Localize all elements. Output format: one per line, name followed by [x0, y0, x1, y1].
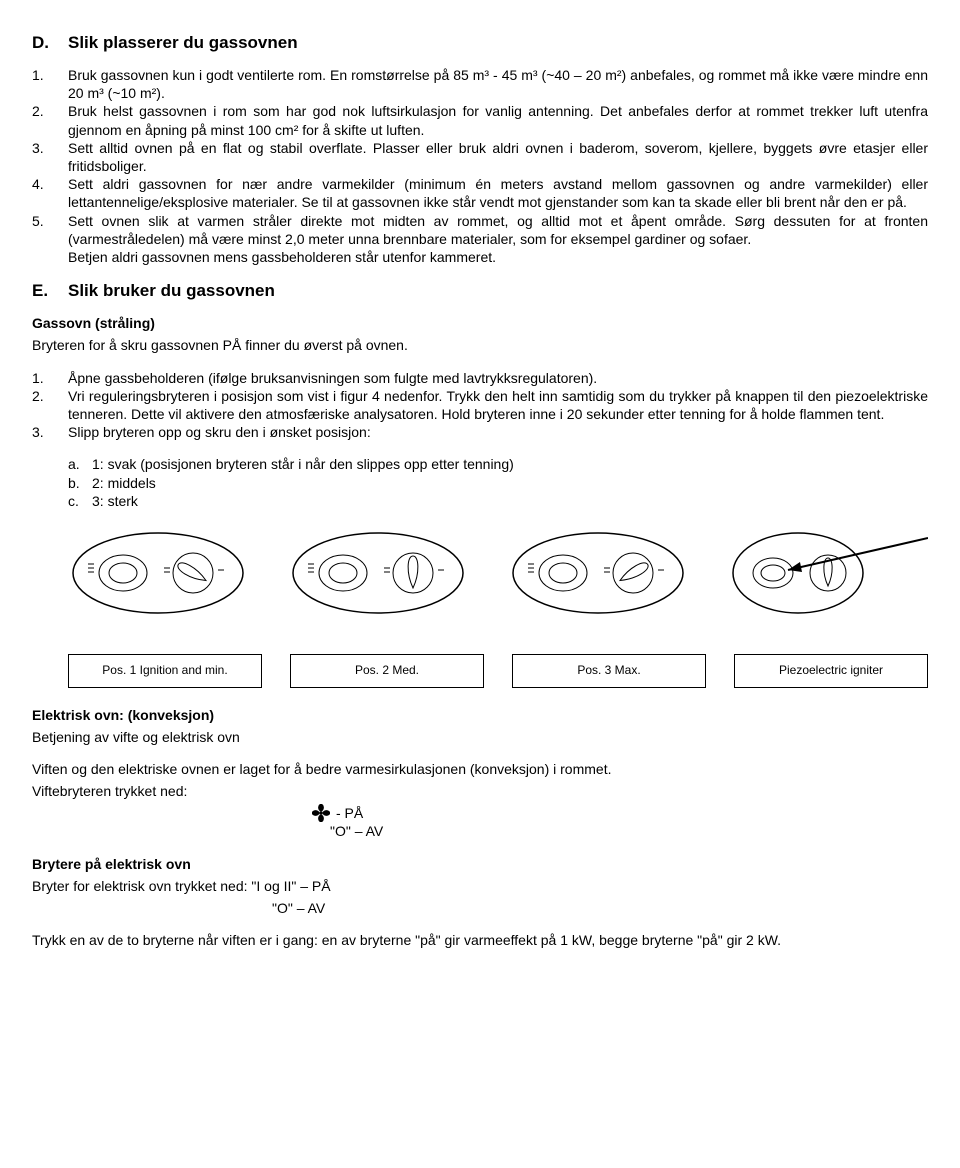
list-num: 5. [32, 212, 68, 248]
section-e-letter: E. [32, 280, 68, 302]
list-text: Sett ovnen slik at varmen stråler direkt… [68, 212, 928, 248]
list-text: Sett alltid ovnen på en flat og stabil o… [68, 139, 928, 175]
label-igniter: Piezoelectric igniter [734, 654, 928, 688]
section-e-header: E. Slik bruker du gassovnen [32, 280, 928, 302]
list-num: 1. [32, 66, 68, 102]
electric-switches-on: Bryter for elektrisk ovn trykket ned: "I… [32, 877, 928, 895]
gassovn-subline: Bryteren for å skru gassovnen PÅ finner … [32, 336, 928, 354]
label-pos2: Pos. 2 Med. [290, 654, 484, 688]
dial-labels-row: Pos. 1 Ignition and min. Pos. 2 Med. Pos… [68, 654, 928, 688]
dial-diagrams [68, 528, 928, 618]
fan-on-line: - PÅ [312, 804, 928, 822]
dial-igniter-icon [728, 528, 928, 618]
electric-heading: Elektrisk ovn: (konveksjon) [32, 707, 214, 723]
fan-off-text: "O" – AV [330, 822, 928, 840]
list-text: 1: svak (posisjonen bryteren står i når … [92, 455, 928, 473]
list-num: c. [68, 492, 92, 510]
electric-subheading: Betjening av vifte og elektrisk ovn [32, 728, 928, 746]
gassovn-subheading: Gassovn (stråling) [32, 314, 928, 332]
list-text: 3: sterk [92, 492, 928, 510]
list-num: b. [68, 474, 92, 492]
dial-pos3-icon [508, 528, 688, 618]
electric-switches-heading: Brytere på elektrisk ovn [32, 855, 928, 873]
section-e-list: 1.Åpne gassbeholderen (ifølge bruksanvis… [32, 369, 928, 442]
list-num: 2. [32, 387, 68, 423]
fan-on-text: - PÅ [336, 804, 363, 822]
label-pos3: Pos. 3 Max. [512, 654, 706, 688]
list-text: Åpne gassbeholderen (ifølge bruksanvisni… [68, 369, 928, 387]
section-d-letter: D. [32, 32, 68, 54]
list-num: 3. [32, 423, 68, 441]
label-pos1: Pos. 1 Ignition and min. [68, 654, 262, 688]
list-text: Slipp bryteren opp og skru den i ønsket … [68, 423, 928, 441]
section-e-sublist: a.1: svak (posisjonen bryteren står i nå… [32, 455, 928, 510]
section-d-header: D. Slik plasserer du gassovnen [32, 32, 928, 54]
electric-p2: Viftebryteren trykket ned: [32, 782, 928, 800]
list-num: a. [68, 455, 92, 473]
electric-p1: Viften og den elektriske ovnen er laget … [32, 760, 928, 778]
dial-pos1-icon [68, 528, 248, 618]
list-text: 2: middels [92, 474, 928, 492]
list-text: Bruk helst gassovnen i rom som har god n… [68, 102, 928, 138]
list-num: 1. [32, 369, 68, 387]
fan-icon [312, 804, 330, 822]
list-text: Bruk gassovnen kun i godt ventilerte rom… [68, 66, 928, 102]
section-d-list: 1.Bruk gassovnen kun i godt ventilerte r… [32, 66, 928, 266]
electric-switches-off: "O" – AV [272, 899, 928, 917]
section-d-title: Slik plasserer du gassovnen [68, 32, 298, 54]
list-num: 2. [32, 102, 68, 138]
dial-pos2-icon [288, 528, 468, 618]
list-text: Sett aldri gassovnen for nær andre varme… [68, 175, 928, 211]
list-num: 4. [32, 175, 68, 211]
section-e-title: Slik bruker du gassovnen [68, 280, 275, 302]
electric-p3: Trykk en av de to bryterne når viften er… [32, 931, 928, 949]
list-num: 3. [32, 139, 68, 175]
list-text: Vri reguleringsbryteren i posisjon som v… [68, 387, 928, 423]
list-tail: Betjen aldri gassovnen mens gassbeholder… [68, 248, 928, 266]
